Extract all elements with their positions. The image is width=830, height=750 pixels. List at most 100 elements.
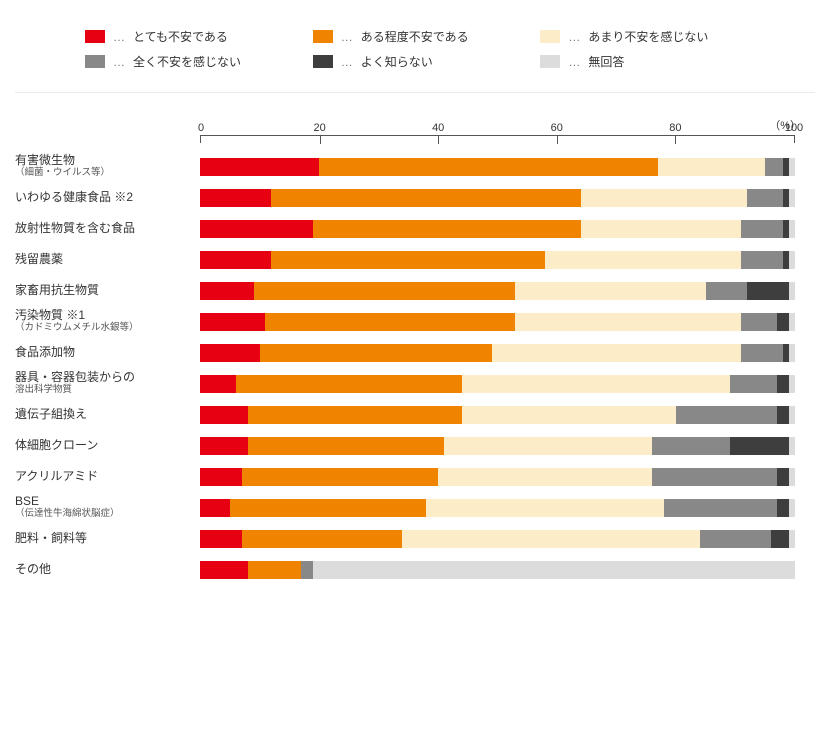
legend-label: とても不安である	[133, 28, 228, 45]
stacked-bar	[200, 251, 795, 269]
legend-dots: …	[113, 30, 125, 44]
legend-label: あまり不安を感じない	[588, 28, 708, 45]
legend-dots: …	[568, 55, 580, 69]
category-label: 残留農薬	[15, 244, 200, 275]
bar-segment	[462, 375, 730, 393]
bar-segment	[444, 437, 652, 455]
category-label: その他	[15, 554, 200, 585]
category-label: いわゆる健康食品 ※2	[15, 182, 200, 213]
bar-segment	[765, 158, 783, 176]
category-label: 汚染物質 ※1（カドミウムメチル水銀等）	[15, 306, 200, 337]
bars-container	[200, 151, 795, 585]
bar-segment	[789, 313, 795, 331]
bar-segment	[200, 313, 265, 331]
bar-segment	[658, 158, 765, 176]
bar-segment	[248, 406, 462, 424]
stacked-bar	[200, 437, 795, 455]
label-main: 家畜用抗生物質	[15, 284, 188, 298]
bar-segment	[426, 499, 664, 517]
legend-dots: …	[113, 55, 125, 69]
bar-segment	[741, 344, 783, 362]
bar-segment	[200, 468, 242, 486]
label-main: 食品添加物	[15, 346, 188, 360]
label-main: 器具・容器包装からの	[15, 371, 188, 385]
plot-area: （%） 020406080100	[200, 117, 795, 585]
bar-segment	[789, 158, 795, 176]
legend-label: 無回答	[588, 53, 624, 70]
legend-swatch	[313, 55, 333, 68]
bar-segment	[741, 313, 777, 331]
bar-segment	[301, 561, 313, 579]
bar-segment	[789, 282, 795, 300]
axis-tick-label: 100	[785, 122, 803, 134]
bar-segment	[515, 313, 741, 331]
axis-tick-label: 40	[432, 122, 444, 134]
axis-tick-mark	[320, 136, 321, 144]
bar-row	[200, 399, 795, 430]
axis-tick-label: 80	[669, 122, 681, 134]
bar-segment	[200, 344, 260, 362]
label-main: アクリルアミド	[15, 470, 188, 484]
label-main: 肥料・飼料等	[15, 532, 188, 546]
label-main: いわゆる健康食品 ※2	[15, 191, 188, 205]
bar-row	[200, 213, 795, 244]
category-label: 家畜用抗生物質	[15, 275, 200, 306]
bar-row	[200, 182, 795, 213]
bar-segment	[777, 375, 789, 393]
stacked-bar	[200, 313, 795, 331]
bar-row	[200, 151, 795, 182]
legend-swatch	[85, 55, 105, 68]
category-label: 体細胞クローン	[15, 430, 200, 461]
bar-segment	[747, 189, 783, 207]
bar-segment	[319, 158, 658, 176]
legend-label: よく知らない	[361, 53, 433, 70]
bar-segment	[200, 499, 230, 517]
label-main: BSE	[15, 495, 188, 509]
stacked-bar	[200, 282, 795, 300]
bar-segment	[200, 375, 236, 393]
bar-row	[200, 430, 795, 461]
stacked-bar	[200, 561, 795, 579]
bar-row	[200, 306, 795, 337]
category-label: 有害微生物（細菌・ウイルス等）	[15, 151, 200, 182]
label-sub: （カドミウムメチル水銀等）	[15, 323, 188, 334]
bar-segment	[789, 468, 795, 486]
legend-item: …全く不安を感じない	[85, 53, 313, 70]
bar-segment	[402, 530, 700, 548]
axis-tick-mark	[557, 136, 558, 144]
bar-segment	[700, 530, 771, 548]
bar-segment	[777, 499, 789, 517]
bar-segment	[730, 375, 778, 393]
legend-label: ある程度不安である	[361, 28, 469, 45]
bar-segment	[771, 530, 789, 548]
bar-segment	[248, 561, 302, 579]
stacked-bar	[200, 530, 795, 548]
bar-segment	[462, 406, 676, 424]
bar-row	[200, 554, 795, 585]
bar-segment	[747, 282, 789, 300]
bar-row	[200, 244, 795, 275]
bar-segment	[515, 282, 705, 300]
bar-segment	[438, 468, 652, 486]
stacked-bar	[200, 499, 795, 517]
bar-segment	[730, 437, 790, 455]
category-label: 食品添加物	[15, 337, 200, 368]
bar-segment	[271, 189, 580, 207]
bar-segment	[545, 251, 741, 269]
bar-segment	[236, 375, 462, 393]
bar-segment	[271, 251, 545, 269]
bar-segment	[265, 313, 515, 331]
bar-segment	[652, 468, 777, 486]
bar-segment	[200, 282, 254, 300]
bar-segment	[200, 437, 248, 455]
bar-segment	[664, 499, 777, 517]
axis-line: 020406080100	[200, 135, 795, 143]
label-sub: （伝達性牛海綿状脳症）	[15, 509, 188, 520]
label-sub: （細菌・ウイルス等）	[15, 168, 188, 179]
legend-item: …ある程度不安である	[313, 28, 541, 45]
label-main: 遺伝子組換え	[15, 408, 188, 422]
label-sub: 溶出科学物質	[15, 385, 188, 396]
axis-tick-mark	[675, 136, 676, 144]
bar-segment	[789, 437, 795, 455]
label-main: 放射性物質を含む食品	[15, 222, 188, 236]
